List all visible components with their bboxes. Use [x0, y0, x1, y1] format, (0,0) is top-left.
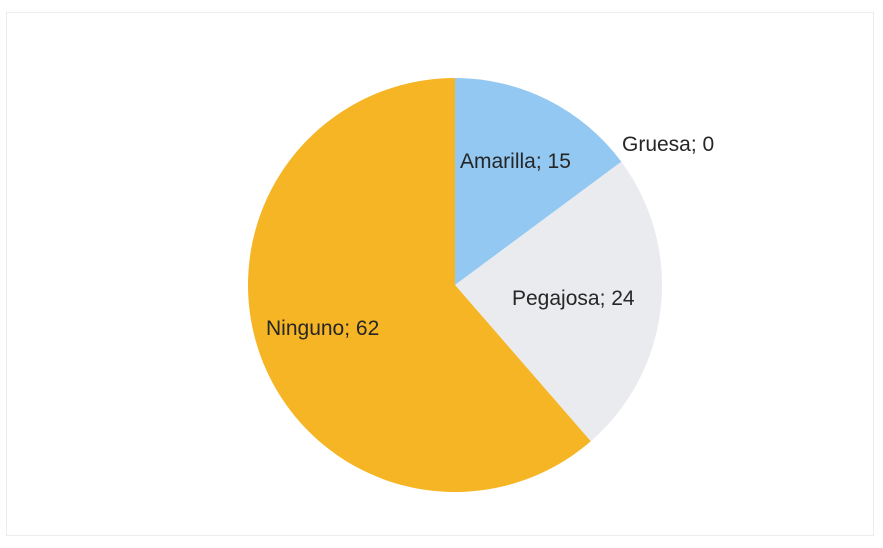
- slice-label-amarilla: Amarilla; 15: [460, 150, 571, 173]
- slice-label-pegajosa: Pegajosa; 24: [512, 287, 635, 310]
- pie-slice-pegajosa: [455, 161, 662, 442]
- slice-label-gruesa: Gruesa; 0: [622, 133, 714, 156]
- pie-slice-ninguno: [248, 78, 591, 492]
- pie-slice-amarilla: [455, 78, 622, 285]
- pie-slices: [248, 78, 662, 492]
- slice-label-ninguno: Ninguno; 62: [266, 317, 379, 340]
- chart-frame: [6, 12, 874, 536]
- pie-labels: Amarilla; 15 Gruesa; 0 Pegajosa; 24 Ning…: [266, 133, 714, 340]
